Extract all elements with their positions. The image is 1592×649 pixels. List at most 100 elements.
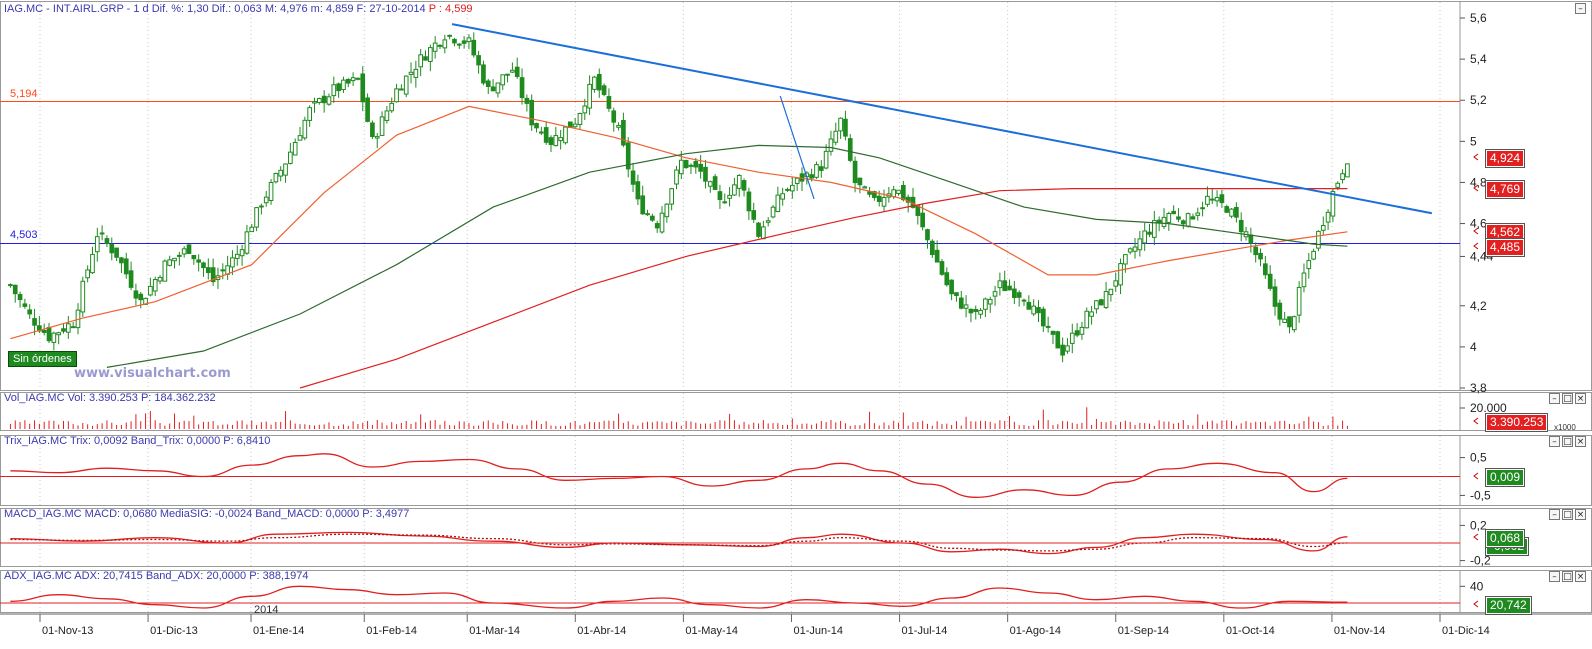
y-tick-label: 4,6: [1470, 217, 1487, 231]
y-tick-label: 40: [1470, 579, 1484, 593]
maximize-icon[interactable]: □: [1562, 571, 1573, 582]
maximize-icon[interactable]: □: [1562, 436, 1573, 447]
close-icon[interactable]: ×: [1575, 571, 1586, 582]
candle-body: [109, 244, 115, 254]
candle-body: [838, 117, 843, 132]
x-tick-label: 01-May-14: [685, 625, 738, 637]
candle-body: [403, 75, 409, 95]
minimize-icon[interactable]: –: [1549, 436, 1560, 447]
candle-body: [1132, 246, 1138, 252]
candle-body: [123, 258, 129, 275]
candle-body: [987, 298, 993, 305]
candle-body: [254, 207, 259, 228]
candle-body: [1021, 299, 1027, 302]
close-icon[interactable]: ×: [1575, 509, 1586, 520]
candle-body: [736, 174, 742, 189]
value-marker-arrow: [1473, 417, 1479, 425]
candle-body: [1306, 260, 1312, 270]
candle-body: [944, 272, 950, 286]
adx-badge: 20,742: [1485, 596, 1532, 615]
candle-body: [534, 123, 539, 129]
x-tick-label: 01-Nov-13: [42, 625, 93, 637]
candle-body: [268, 181, 274, 201]
maximize-icon[interactable]: □: [1562, 393, 1573, 404]
x-tick-label: 01-Ene-14: [253, 625, 304, 637]
candle-body: [732, 184, 737, 196]
price-badge-close: 4,924: [1484, 149, 1526, 168]
candle-body: [1229, 208, 1234, 217]
candle-body: [1176, 216, 1181, 220]
candle-body: [703, 166, 708, 182]
candle-body: [152, 279, 158, 292]
candle-body: [1345, 163, 1350, 178]
candle-body: [61, 328, 66, 332]
candle-body: [587, 83, 592, 109]
candle-body: [558, 137, 563, 142]
adx-panel-title: ADX_IAG.MC ADX: 20,7415 Band_ADX: 20,000…: [4, 570, 309, 582]
candle-body: [133, 290, 139, 299]
y-tick-label: -0,2: [1470, 554, 1491, 568]
x-tick-label: 01-Jun-14: [793, 625, 843, 637]
candle-body: [495, 82, 501, 94]
candle-body: [654, 223, 660, 229]
candle-body: [674, 169, 679, 185]
candle-body: [1156, 219, 1162, 224]
candle-body: [481, 64, 486, 84]
candle-body: [678, 159, 684, 175]
candle-body: [664, 203, 670, 218]
x-tick-label: 01-Abr-14: [577, 625, 626, 637]
minimize-icon[interactable]: –: [1549, 571, 1560, 582]
candle-body: [90, 253, 95, 274]
macd-panel-buttons: – □ ×: [1549, 509, 1586, 520]
candle-body: [650, 215, 655, 221]
value-marker-arrow: [1473, 242, 1479, 250]
candle-body: [1079, 326, 1085, 335]
close-icon[interactable]: ×: [1575, 436, 1586, 447]
candle-body: [167, 259, 173, 266]
candle-body: [867, 191, 872, 195]
candle-body: [220, 269, 226, 272]
candle-body: [809, 174, 814, 179]
candle-body: [920, 212, 925, 228]
minimize-icon[interactable]: –: [1549, 393, 1560, 404]
panel-frame: [0, 1, 1592, 391]
candle-body: [408, 71, 414, 75]
candle-body: [186, 244, 192, 254]
adx-panel-buttons: – □ ×: [1549, 571, 1586, 582]
candle-body: [201, 262, 206, 269]
minimize-icon[interactable]: –: [1575, 3, 1586, 14]
trix-badge: 0,009: [1484, 468, 1526, 487]
candle-body: [635, 181, 641, 200]
maximize-icon[interactable]: □: [1562, 509, 1573, 520]
candle-body: [331, 84, 337, 97]
candle-body: [17, 294, 23, 301]
candle-body: [799, 173, 805, 182]
trix-line: [10, 453, 1348, 498]
candle-body: [1234, 206, 1239, 218]
candle-body: [365, 97, 370, 122]
support-label: 4,503: [10, 229, 38, 241]
minimize-icon[interactable]: –: [1549, 509, 1560, 520]
trendline: [451, 23, 1433, 215]
candle-body: [794, 177, 800, 184]
candle-body: [1282, 318, 1287, 323]
candle-body: [712, 176, 718, 190]
no-orders-badge[interactable]: Sin órdenes: [8, 351, 77, 367]
candle-body: [1263, 263, 1268, 276]
candle-body: [181, 248, 187, 255]
candle-body: [505, 73, 510, 76]
candle-body: [278, 169, 284, 177]
candle-body: [553, 135, 559, 147]
candle-body: [1296, 286, 1302, 316]
candle-body: [548, 137, 554, 146]
candle-body: [1040, 308, 1046, 327]
candle-body: [1094, 300, 1099, 310]
candle-body: [1180, 220, 1186, 225]
close-icon[interactable]: ×: [1575, 393, 1586, 404]
candle-body: [249, 226, 255, 233]
candle-body: [524, 97, 530, 104]
candle-body: [843, 118, 848, 137]
candle-body: [27, 309, 33, 315]
volume-badge: 3.390.253: [1484, 413, 1549, 432]
candle-body: [823, 150, 829, 169]
